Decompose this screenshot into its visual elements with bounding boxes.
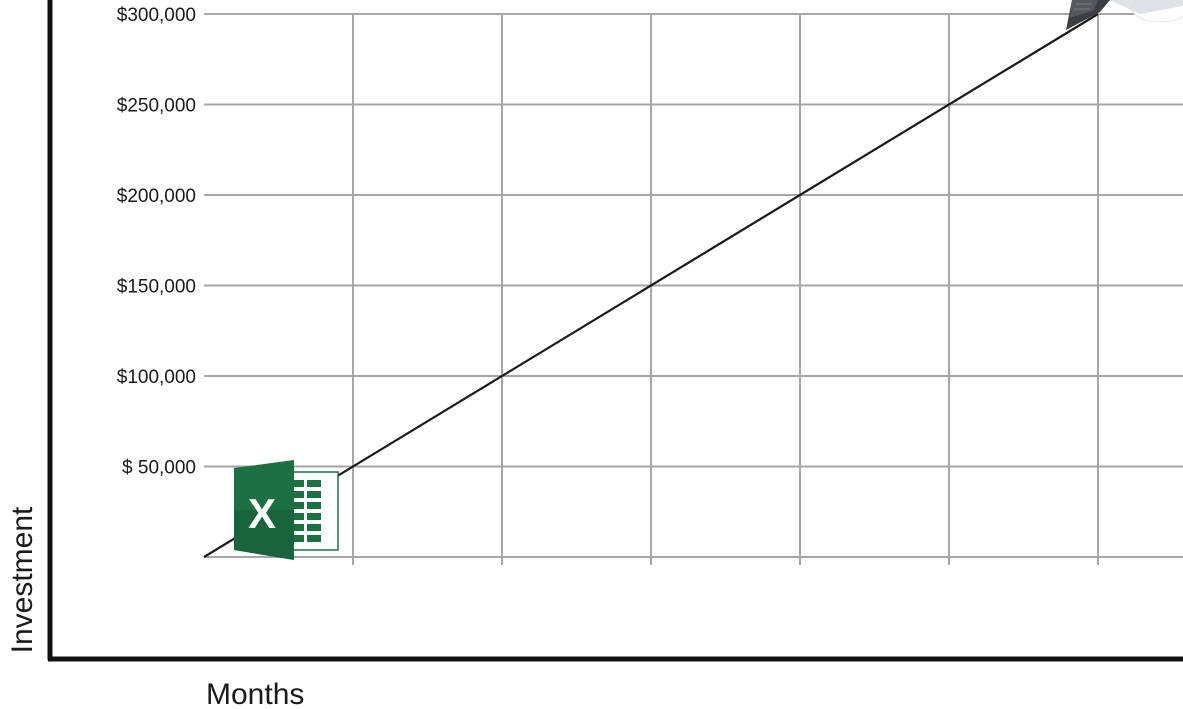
x-axis-title: Months [206, 678, 304, 709]
y-tick-label: $ 50,000 [122, 458, 196, 479]
investment-line [203, 13, 1099, 558]
y-axis-title: Investment [6, 506, 39, 653]
y-tick-label: $100,000 [117, 367, 196, 388]
y-tick-label: $300,000 [117, 5, 196, 26]
y-tick-labels: $ 50,000 $100,000 $150,000 $200,000 $250,000… [117, 5, 196, 479]
y-tick-label: $200,000 [117, 186, 196, 207]
excel-icon: X [234, 460, 339, 560]
y-tick-label: $150,000 [117, 277, 196, 298]
series-layer [203, 13, 1099, 558]
device-icon [1066, 0, 1183, 30]
y-tick-label: $250,000 [117, 96, 196, 117]
svg-text:X: X [248, 490, 276, 537]
grid-layer [204, 13, 1183, 565]
